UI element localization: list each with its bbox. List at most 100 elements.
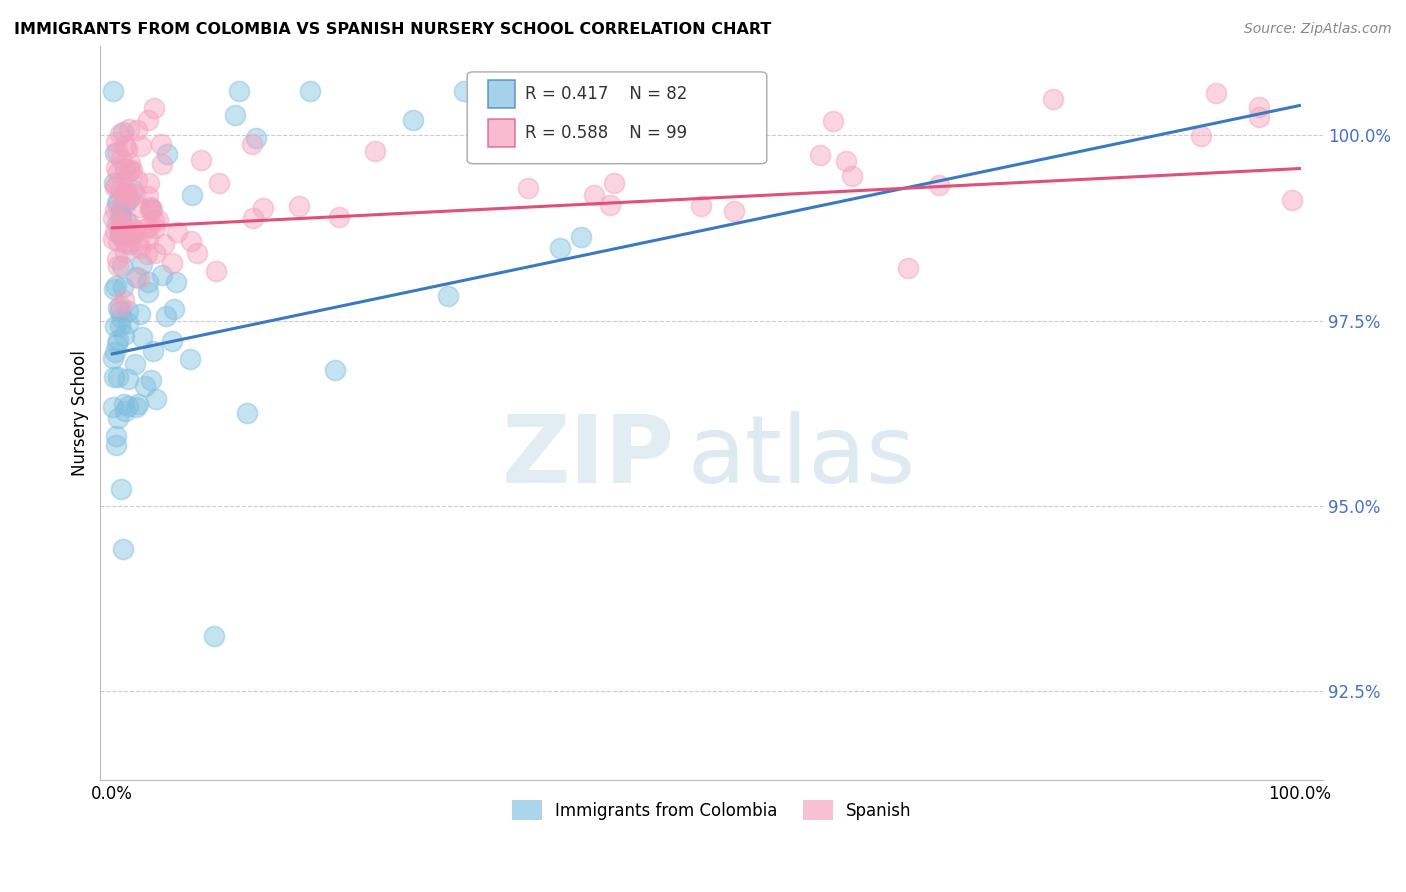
Point xyxy=(179,351,201,366)
Point xyxy=(224,108,246,122)
Point xyxy=(117,190,139,204)
Point xyxy=(105,145,128,159)
Point xyxy=(139,202,162,217)
Point xyxy=(453,84,475,98)
Point xyxy=(1249,99,1271,113)
Point xyxy=(110,482,132,496)
Point xyxy=(104,438,127,452)
Point xyxy=(112,328,135,343)
Point xyxy=(114,244,136,259)
Point xyxy=(107,194,129,209)
Point xyxy=(122,222,145,236)
Point xyxy=(141,203,163,218)
Point xyxy=(928,178,950,192)
Point xyxy=(120,156,142,170)
Point xyxy=(240,136,263,151)
Point xyxy=(128,237,150,252)
Point xyxy=(104,178,127,193)
Point xyxy=(150,268,173,282)
Point xyxy=(402,113,425,128)
Point xyxy=(125,400,148,414)
Point xyxy=(897,261,920,276)
Point xyxy=(165,275,187,289)
Point xyxy=(127,397,149,411)
Point xyxy=(328,210,350,224)
Point xyxy=(142,213,165,227)
Point xyxy=(841,169,863,183)
Point xyxy=(166,225,188,239)
FancyBboxPatch shape xyxy=(488,120,515,147)
Y-axis label: Nursery School: Nursery School xyxy=(72,351,89,476)
Point xyxy=(112,293,135,307)
Point xyxy=(202,629,225,643)
Point xyxy=(603,176,626,190)
Point xyxy=(110,152,132,166)
Point xyxy=(107,370,129,384)
Point xyxy=(103,176,125,190)
Point xyxy=(163,302,186,317)
Point xyxy=(1191,129,1213,144)
Point xyxy=(242,211,264,225)
Point xyxy=(145,392,167,406)
Point xyxy=(111,219,134,234)
Point xyxy=(689,199,711,213)
Text: IMMIGRANTS FROM COLOMBIA VS SPANISH NURSERY SCHOOL CORRELATION CHART: IMMIGRANTS FROM COLOMBIA VS SPANISH NURS… xyxy=(14,22,772,37)
Point xyxy=(139,201,162,215)
Point xyxy=(501,143,523,157)
Point xyxy=(162,256,184,270)
Point xyxy=(134,379,156,393)
Point xyxy=(117,399,139,413)
Point xyxy=(114,161,136,176)
Point xyxy=(118,121,141,136)
Point xyxy=(107,259,129,273)
Point xyxy=(115,214,138,228)
Point xyxy=(1249,110,1271,124)
Point xyxy=(228,84,250,98)
Point xyxy=(131,330,153,344)
Point xyxy=(135,247,157,261)
Point xyxy=(287,199,309,213)
Point xyxy=(156,147,179,161)
Point xyxy=(122,183,145,197)
Point xyxy=(1205,86,1227,100)
Point xyxy=(118,236,141,251)
Point xyxy=(135,220,157,235)
Text: R = 0.588    N = 99: R = 0.588 N = 99 xyxy=(524,124,686,143)
Point xyxy=(118,192,141,206)
Point xyxy=(112,542,135,557)
Point xyxy=(105,336,128,351)
Point xyxy=(823,113,845,128)
Point xyxy=(108,319,131,334)
Point xyxy=(127,123,149,137)
Point xyxy=(835,154,858,169)
Point xyxy=(548,241,571,255)
Point xyxy=(101,351,124,365)
Point xyxy=(155,309,177,323)
Point xyxy=(578,84,600,98)
Point xyxy=(117,303,139,318)
Point xyxy=(146,213,169,227)
Point xyxy=(114,404,136,418)
Point xyxy=(114,138,136,153)
Point xyxy=(364,144,387,158)
Point xyxy=(110,228,132,243)
Point xyxy=(114,197,136,211)
Point xyxy=(104,179,127,194)
Point xyxy=(129,241,152,255)
Point xyxy=(599,197,621,211)
Point xyxy=(129,139,152,153)
Point xyxy=(478,136,501,151)
Point xyxy=(115,185,138,199)
Point xyxy=(152,236,174,251)
Point xyxy=(114,184,136,198)
Point xyxy=(143,220,166,235)
Point xyxy=(108,303,131,318)
Point xyxy=(105,135,128,149)
FancyBboxPatch shape xyxy=(467,72,766,163)
Point xyxy=(138,220,160,235)
Point xyxy=(101,211,124,226)
Text: atlas: atlas xyxy=(688,411,915,503)
Point xyxy=(110,299,132,313)
Point xyxy=(128,201,150,215)
Point xyxy=(108,127,131,141)
